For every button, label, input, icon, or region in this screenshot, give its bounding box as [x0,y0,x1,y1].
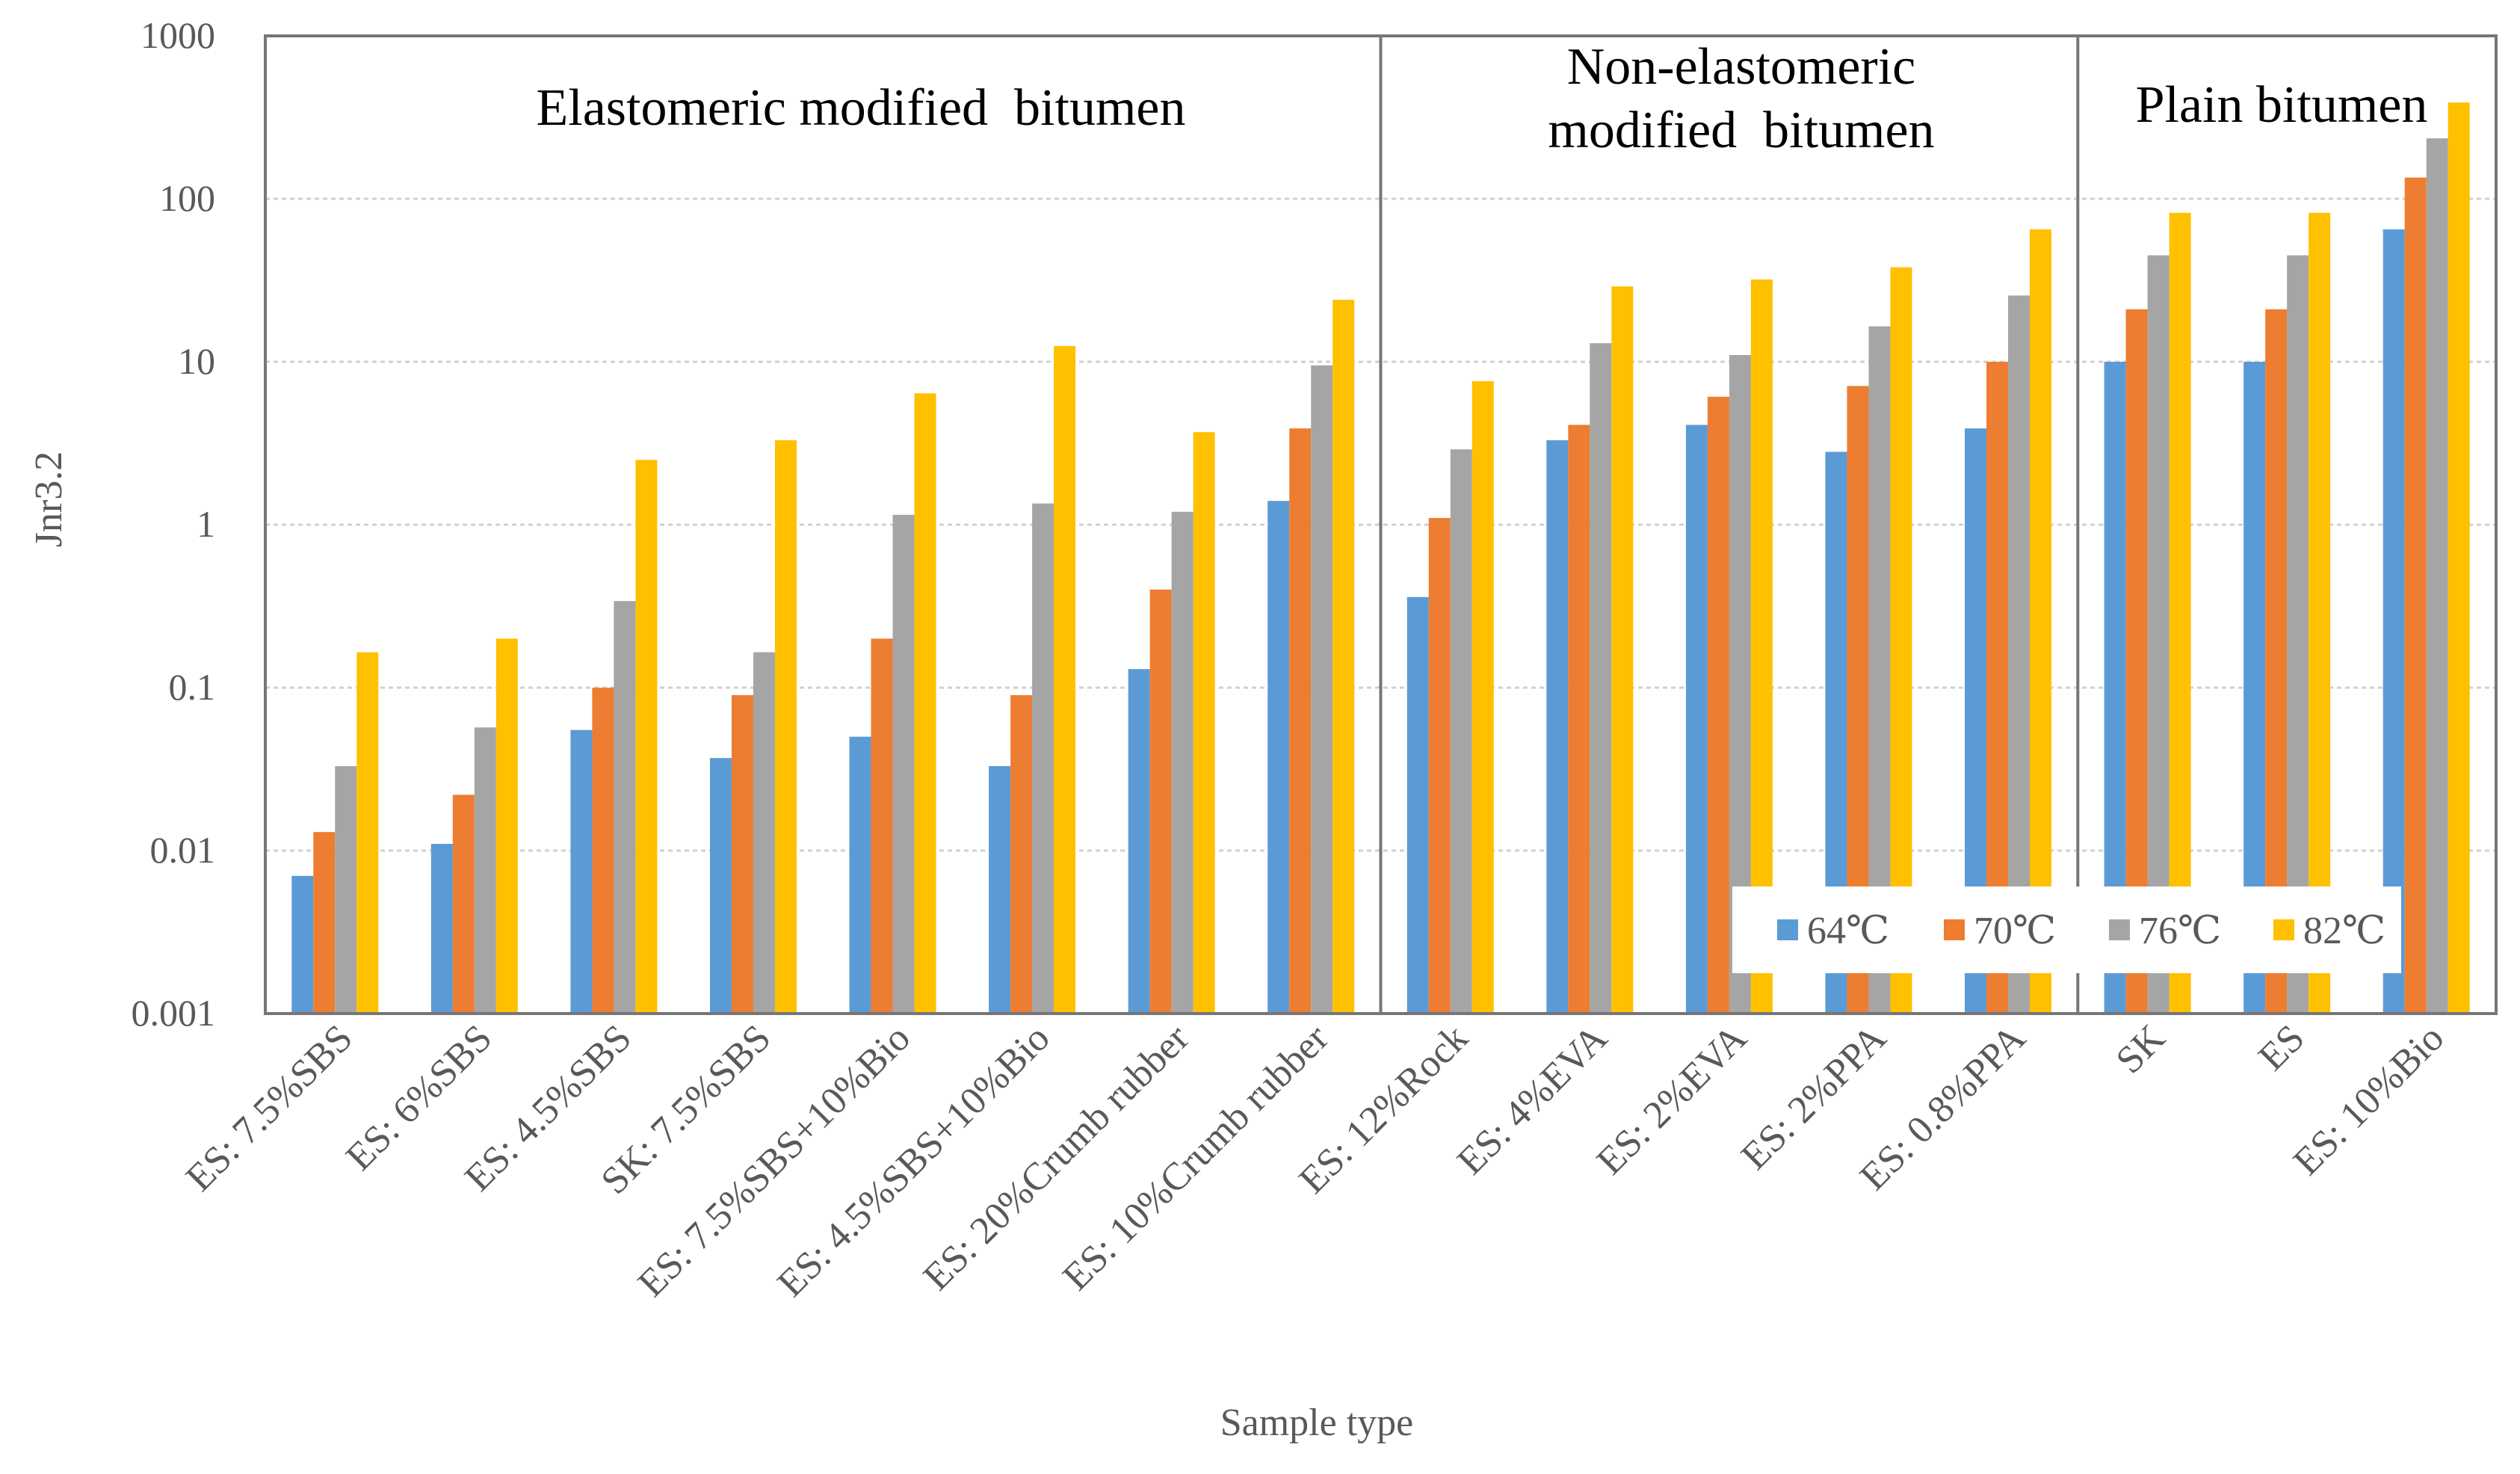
y-tick-label: 1000 [140,14,215,56]
bars [291,102,2470,1014]
x-tick-label: ES: 2%EVA [1589,1017,1755,1183]
bar [2426,138,2448,1014]
y-tick-label: 0.01 [150,829,216,871]
bar [1406,596,1429,1014]
y-tick-labels: 0.001 0.01 0.1 1 10 100 1000 [132,14,216,1034]
bar [1707,396,1729,1014]
y-axis-label: Jnr3.2 [28,451,70,548]
group-label: Plain bitumen [2136,76,2428,134]
bar [2448,102,2470,1014]
bar [1149,589,1172,1014]
bar [989,765,1011,1014]
bar [495,638,518,1014]
legend-swatch [2273,919,2294,940]
bar [1685,425,1708,1014]
bar [2404,177,2427,1014]
bar [731,694,753,1014]
bar [849,736,871,1014]
group-dividers [1379,36,2080,1014]
bar [1289,428,1312,1014]
bar [2382,229,2405,1014]
bar [1032,503,1054,1014]
bar [1267,501,1290,1014]
bar [1428,517,1451,1014]
bar [592,688,614,1014]
legend-label: 70℃ [1974,910,2056,952]
bar [709,758,732,1014]
bar [1054,345,1076,1014]
legend-swatch [2109,919,2130,940]
bar [2030,229,2052,1014]
x-tick-label: ES: 20%Crumb rubber [915,1017,1197,1298]
bar [871,638,893,1014]
group-label: Elastomeric modified bitumen [537,79,1186,137]
bar [452,795,475,1014]
bar [774,440,797,1014]
bar [1471,380,1494,1014]
y-tick-label: 1 [197,503,215,545]
bar [1590,343,1612,1014]
bar [1010,694,1033,1014]
x-tick-label: ES: 10%Bio [2285,1017,2452,1183]
bar [313,832,336,1014]
bar [1311,365,1333,1014]
bar [570,730,593,1014]
bar [1546,440,1569,1014]
bar [430,843,453,1014]
bar [635,460,658,1014]
bar [614,601,636,1014]
bar [914,393,936,1014]
group-labels: Elastomeric modified bitumen Non-elastome… [537,38,2428,159]
bar [1128,669,1150,1014]
bar [892,514,915,1014]
x-tick-label: SK [2108,1017,2174,1082]
legend-label: 64℃ [1807,910,1889,952]
bar [474,727,496,1014]
bar [291,875,314,1014]
bar [2169,212,2191,1014]
legend-swatch [1944,919,1965,940]
x-tick-label: ES: 4%EVA [1449,1017,1616,1183]
bar [753,652,775,1014]
x-tick-label: ES [2250,1017,2312,1079]
y-tick-label: 0.001 [132,992,216,1034]
bar [1450,449,1472,1014]
y-tick-label: 10 [178,340,215,382]
legend: 64℃ 70℃ 76℃ 82℃ [1732,886,2401,973]
bar [356,652,379,1014]
plot-frame [264,34,2498,1015]
x-tick-label: ES: 10%Crumb rubber [1054,1017,1336,1298]
bar [335,765,357,1014]
legend-swatch [1777,919,1798,940]
x-axis-label: Sample type [1220,1401,1414,1444]
group-label: Non-elastomeric [1567,38,1915,96]
x-tick-label: ES: 7.5%SBS+10%Bio [630,1017,918,1305]
group-label: modified bitumen [1548,102,1934,159]
legend-label: 82℃ [2303,910,2385,952]
plot-border [264,34,2498,1015]
bar [1332,300,1355,1014]
bar [1171,511,1193,1014]
y-tick-label: 0.1 [169,666,216,708]
legend-label: 76℃ [2139,910,2221,952]
bar [1568,425,1590,1014]
bar [2309,212,2331,1014]
y-tick-label: 100 [159,177,215,219]
bar [1193,432,1215,1014]
x-tick-label: ES: 4.5%SBS+10%Bio [770,1017,1058,1305]
bar [1611,286,1634,1014]
x-tick-label: ES: 7.5%SBS [178,1017,361,1200]
